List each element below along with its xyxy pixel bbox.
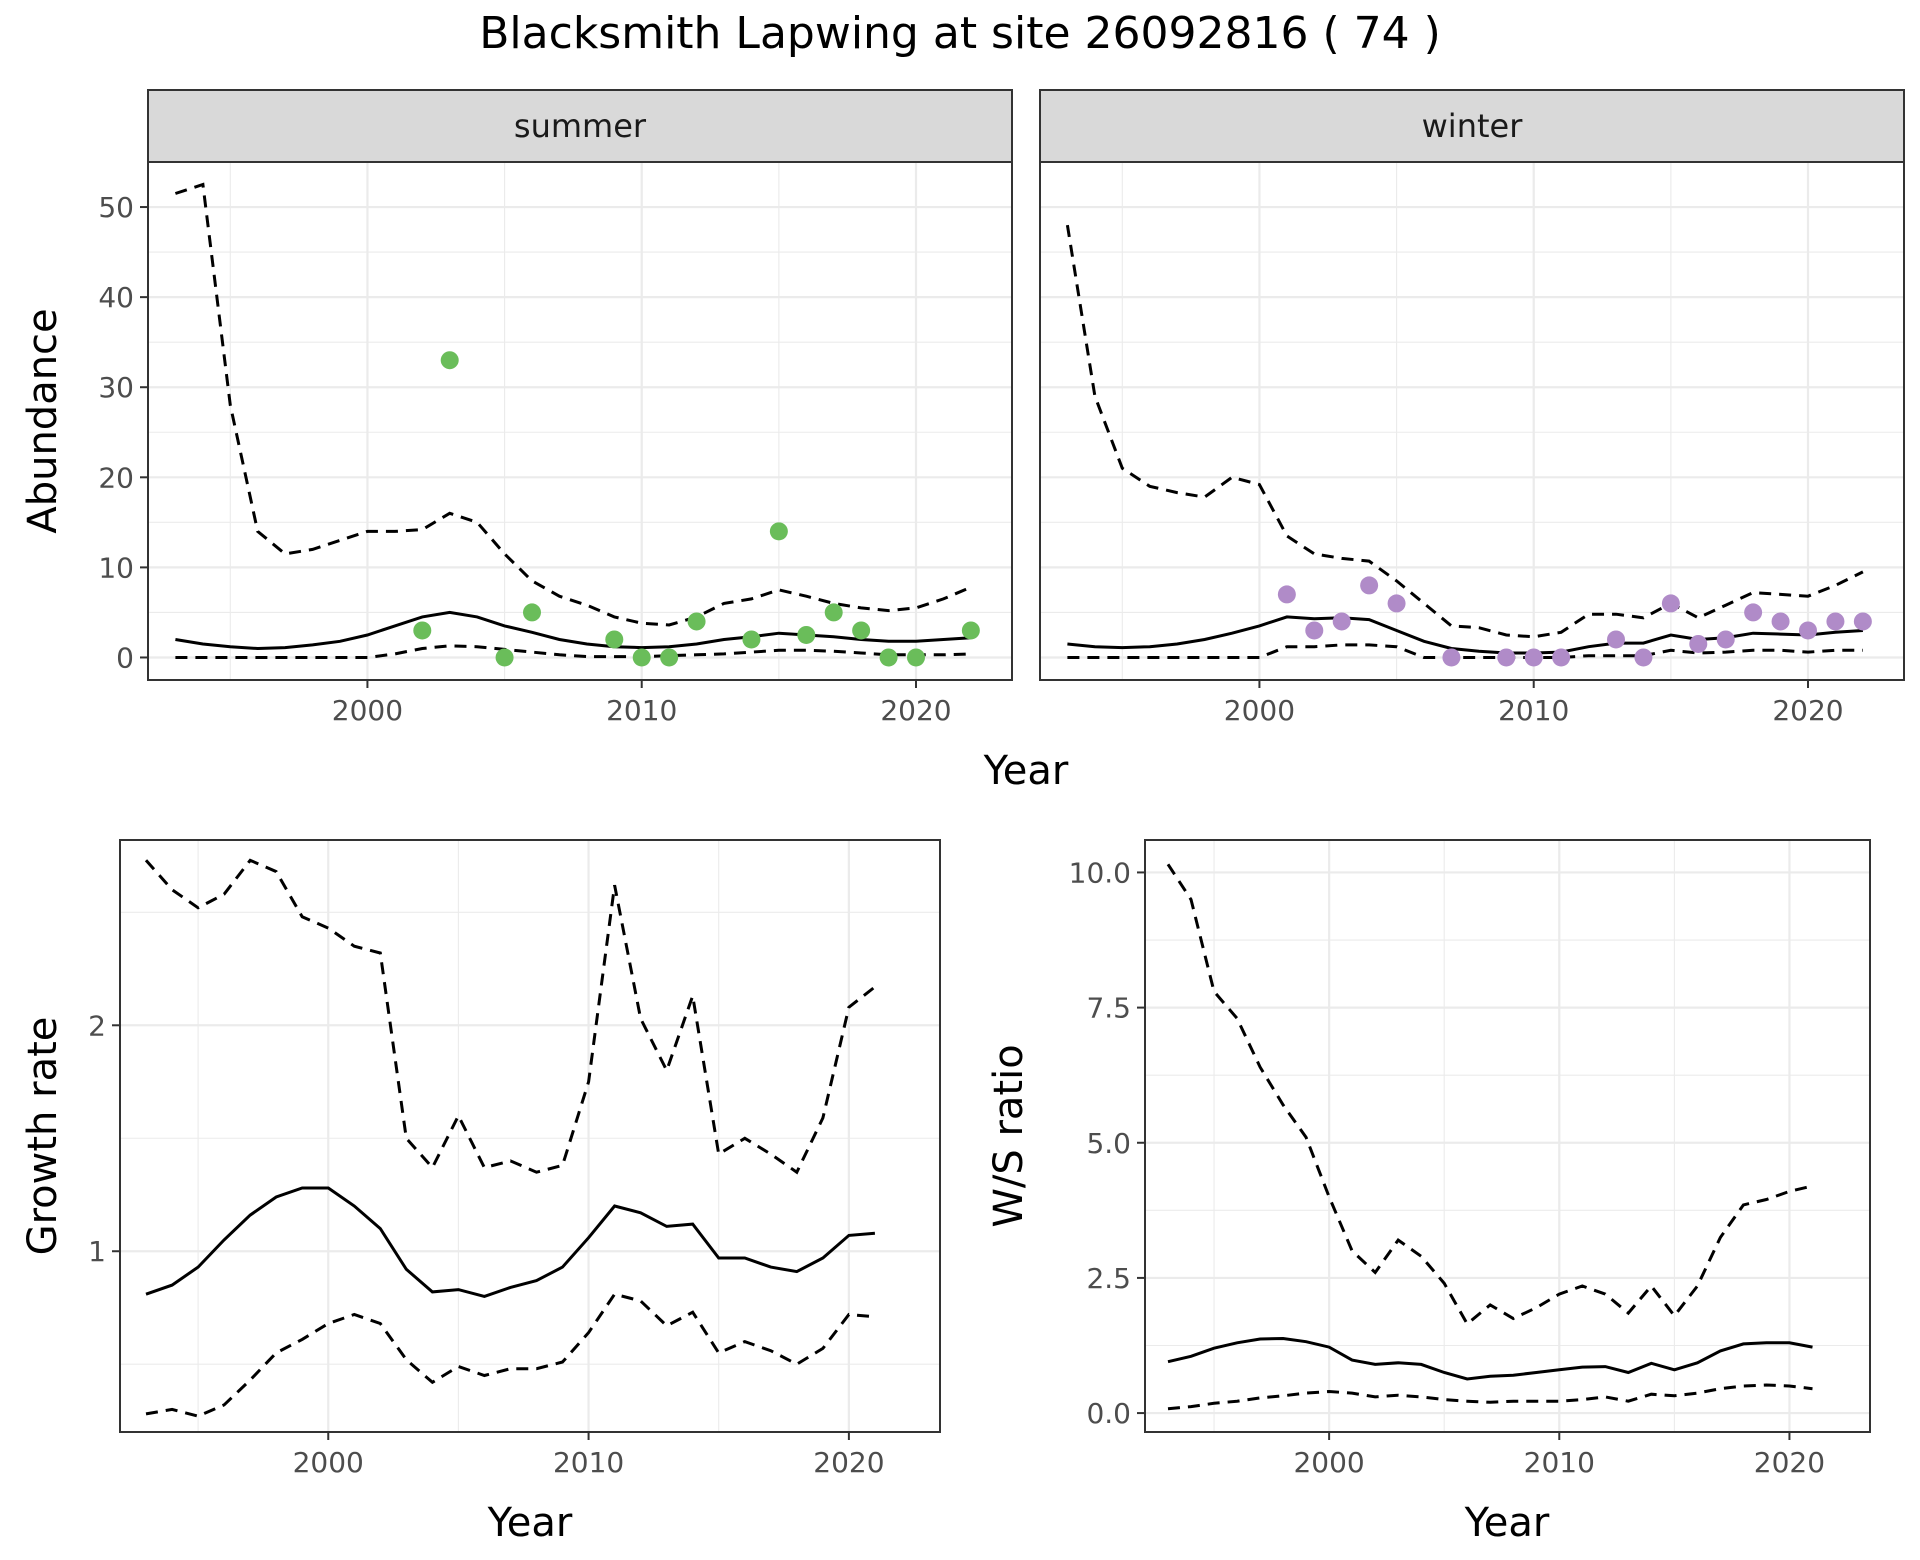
data-point [632,648,651,667]
x-tick-label: 2010 [1498,694,1569,727]
chart-panel-3: 2000 2010 2020 1 2 [88,839,941,1479]
data-point [961,621,980,640]
y-tick-label: 30 [98,371,134,404]
facet-label: summer [514,107,647,145]
data-point [1853,612,1872,631]
data-point [1716,630,1735,649]
data-point [660,648,679,667]
series-line-upper [174,182,972,627]
data-point [1826,612,1845,631]
series-line-estimate [175,610,971,651]
series-line-estimate [1167,1336,1813,1381]
x-tick-label: 2010 [1524,1446,1595,1479]
data-point [1305,621,1324,640]
x-axis-title: Year [487,1500,573,1546]
data-point [1634,648,1653,667]
y-axis-title: Abundance [20,308,66,533]
series-line-lower [1167,1383,1813,1411]
y-tick-label: 50 [98,191,134,224]
x-tick-label: 2020 [880,694,951,727]
chart-panel-2: winter 2000 2010 2020 [1039,89,1905,727]
data-point [852,621,871,640]
y-tick-label: 20 [98,461,134,494]
data-point [687,612,706,631]
data-point [495,648,514,667]
y-tick-label: 40 [98,281,134,314]
series-line-upper [144,858,876,1175]
data-point [523,603,541,622]
data-point [1661,594,1680,613]
y-axis-title: W/S ratio [986,1044,1032,1227]
data-point [769,522,788,541]
data-point [879,648,898,667]
data-point [742,630,761,649]
data-point [1689,634,1708,653]
panel-border [1039,161,1905,681]
y-tick-label: 1 [88,1235,106,1268]
data-point [605,630,624,649]
series-line-upper [1065,224,1864,639]
y-tick-label: 5.0 [1086,1127,1131,1160]
panel-border [147,161,1013,681]
data-point [1332,612,1351,631]
x-tick-label: 2020 [813,1446,884,1479]
series-line-upper [1166,863,1813,1327]
data-point [440,351,459,370]
data-point [1277,585,1296,604]
chart-panel-4: 2000 2010 2020 0.0 2.5 5.0 7.5 10.0 [1069,839,1871,1479]
data-point [1607,630,1625,649]
panel-border [119,839,941,1433]
data-point [1744,603,1763,622]
x-tick-label: 2000 [332,694,403,727]
data-point [413,621,432,640]
y-tick-label: 10.0 [1069,856,1131,889]
data-point [797,625,816,644]
facet-label: winter [1422,107,1524,145]
x-tick-label: 2020 [1772,694,1843,727]
x-tick-label: 2020 [1754,1446,1825,1479]
data-point [907,648,925,667]
y-axis-title: Growth rate [20,1017,66,1256]
x-tick-label: 2000 [1293,1446,1364,1479]
x-axis-title: Year [1464,1500,1550,1546]
series-line-lower [145,1292,876,1418]
y-tick-label: 0.0 [1086,1397,1131,1430]
data-point [1497,648,1516,667]
series-line-lower [1067,643,1863,659]
data-point [1387,594,1406,613]
y-tick-label: 2.5 [1086,1262,1131,1295]
data-point [1524,648,1543,667]
x-tick-label: 2010 [553,1446,624,1479]
y-tick-label: 7.5 [1086,992,1131,1025]
data-point [1552,648,1571,667]
series-line-lower [175,644,971,659]
x-tick-label: 2000 [293,1446,364,1479]
y-tick-label: 10 [98,551,134,584]
y-tick-label: 2 [88,1009,106,1042]
data-point [1360,576,1379,595]
data-point [1771,612,1790,631]
facet-strip [147,89,1013,163]
data-point [1442,648,1461,667]
series-line-estimate [145,1186,876,1298]
chart-panel-1: summer 2000 2010 2020 0 10 20 30 40 50 [98,89,1013,727]
y-tick-label: 0 [116,641,134,674]
figure-title: Blacksmith Lapwing at site 26092816 ( 74… [479,8,1441,59]
x-tick-label: 2000 [1224,694,1295,727]
panel-border [1144,839,1871,1433]
x-tick-label: 2010 [606,694,677,727]
facet-strip [1039,89,1905,163]
x-axis-title: Year [983,748,1069,794]
data-point [824,603,843,622]
data-point [1799,621,1817,640]
